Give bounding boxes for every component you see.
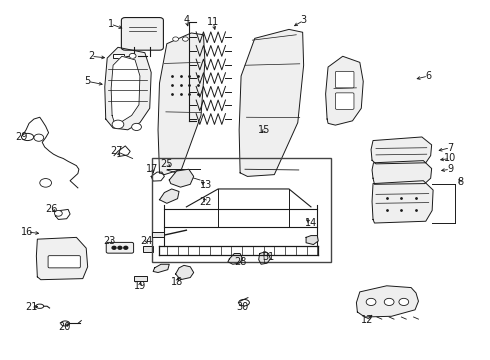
- Polygon shape: [153, 264, 169, 273]
- Circle shape: [399, 298, 409, 306]
- Bar: [152, 232, 164, 237]
- Circle shape: [112, 246, 116, 249]
- Text: 23: 23: [103, 236, 116, 246]
- Text: 7: 7: [447, 143, 453, 153]
- Ellipse shape: [36, 304, 44, 309]
- Text: 1: 1: [108, 19, 114, 29]
- Ellipse shape: [239, 300, 249, 306]
- Text: 17: 17: [146, 164, 158, 174]
- Circle shape: [124, 246, 128, 249]
- Polygon shape: [356, 286, 418, 317]
- Bar: [144, 246, 153, 252]
- Polygon shape: [158, 33, 205, 175]
- Text: 31: 31: [262, 252, 274, 262]
- Text: 30: 30: [237, 302, 249, 312]
- Text: 2: 2: [88, 51, 94, 61]
- Bar: [134, 276, 147, 281]
- Text: 11: 11: [207, 17, 220, 27]
- Text: 19: 19: [134, 281, 146, 291]
- Polygon shape: [259, 252, 270, 264]
- Text: 13: 13: [200, 180, 212, 190]
- Polygon shape: [306, 235, 318, 244]
- Polygon shape: [326, 56, 363, 125]
- FancyBboxPatch shape: [122, 18, 163, 50]
- Circle shape: [172, 37, 178, 41]
- Text: 5: 5: [85, 76, 91, 86]
- Polygon shape: [239, 30, 304, 176]
- Text: 14: 14: [305, 218, 317, 228]
- Bar: [113, 54, 124, 58]
- Text: 27: 27: [111, 146, 123, 156]
- Text: 4: 4: [183, 15, 190, 26]
- Polygon shape: [175, 265, 194, 280]
- Polygon shape: [169, 169, 194, 187]
- Text: 24: 24: [140, 236, 152, 246]
- Circle shape: [54, 211, 62, 216]
- Text: 26: 26: [45, 204, 57, 214]
- Circle shape: [384, 298, 394, 306]
- FancyBboxPatch shape: [335, 93, 354, 109]
- Circle shape: [366, 298, 376, 306]
- Ellipse shape: [61, 321, 70, 326]
- Polygon shape: [111, 56, 140, 122]
- FancyBboxPatch shape: [106, 242, 134, 253]
- Polygon shape: [372, 181, 433, 223]
- FancyBboxPatch shape: [335, 71, 354, 88]
- Text: 12: 12: [361, 315, 373, 325]
- Text: 29: 29: [15, 132, 27, 142]
- Circle shape: [129, 53, 136, 58]
- Polygon shape: [36, 237, 88, 280]
- Text: 28: 28: [234, 257, 246, 267]
- Polygon shape: [228, 253, 243, 264]
- Circle shape: [34, 134, 44, 141]
- Ellipse shape: [22, 134, 34, 140]
- Text: 20: 20: [58, 322, 71, 332]
- Text: 18: 18: [171, 277, 183, 287]
- FancyBboxPatch shape: [48, 256, 80, 268]
- Text: 3: 3: [300, 15, 307, 26]
- Text: 6: 6: [425, 71, 431, 81]
- Circle shape: [132, 123, 142, 131]
- Text: 15: 15: [258, 125, 271, 135]
- Text: 16: 16: [22, 227, 34, 237]
- Polygon shape: [371, 137, 432, 164]
- Polygon shape: [159, 189, 179, 203]
- Text: 8: 8: [457, 177, 463, 187]
- Text: 9: 9: [447, 164, 453, 174]
- Text: 21: 21: [25, 302, 37, 312]
- Text: 10: 10: [444, 153, 456, 163]
- Text: 25: 25: [161, 159, 173, 169]
- Circle shape: [182, 37, 188, 41]
- Polygon shape: [105, 47, 151, 130]
- Circle shape: [118, 246, 122, 249]
- Circle shape: [40, 179, 51, 187]
- Circle shape: [112, 120, 124, 129]
- Polygon shape: [372, 161, 432, 184]
- Text: 22: 22: [199, 197, 212, 207]
- Bar: [152, 158, 331, 262]
